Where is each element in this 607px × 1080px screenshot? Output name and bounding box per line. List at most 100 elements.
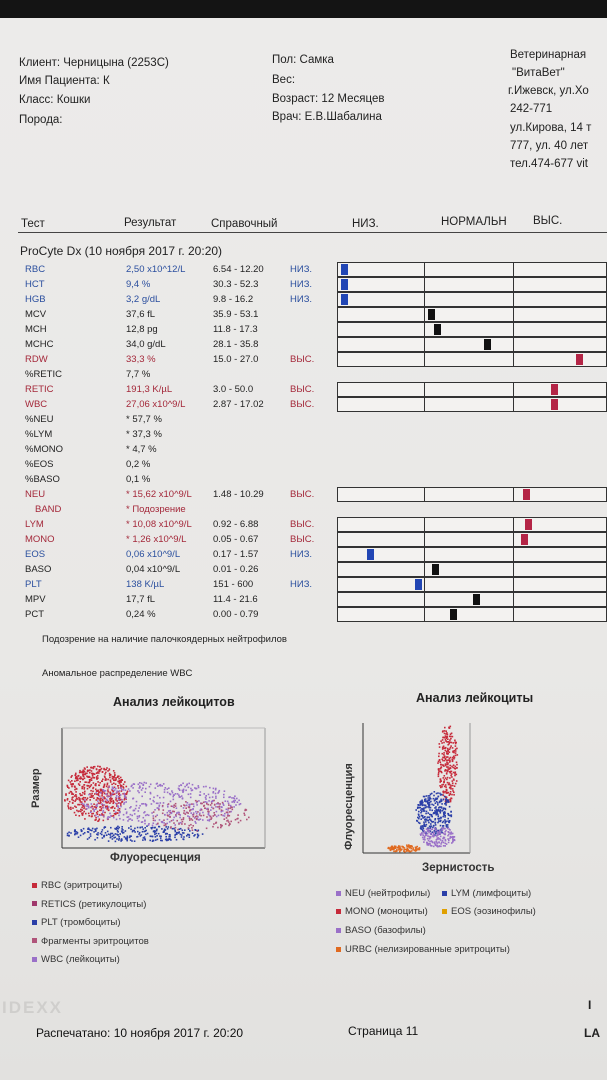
gauge-divider [424,488,425,501]
clinic-line-6: 777, ул. 40 лет [510,140,589,152]
gauge-divider [424,563,425,576]
gauge-marker [341,264,348,275]
test-result: 17,7 fL [126,594,156,605]
gauge-marker [551,399,558,410]
test-name: %EOS [25,459,54,470]
brand-mark-top: I [588,998,592,1012]
test-name: %LYM [25,429,53,440]
legend-item: WBC (лейкоциты) [32,954,120,965]
test-reference: 1.48 - 10.29 [213,489,264,500]
gauge-divider [513,518,514,531]
test-reference: 151 - 600 [213,579,254,590]
test-flag: ВЫС. [290,354,315,365]
range-gauge [337,307,607,322]
test-name: HCT [25,279,45,290]
gauge-marker [434,324,441,335]
test-name: MCH [25,324,47,335]
result-row: RBC 2,50 x10^12/L 6.54 - 12.20 НИЗ. [0,262,607,277]
test-reference: 28.1 - 35.8 [213,339,259,350]
clinic-line-5: ул.Кирова, 14 т [510,122,592,134]
legend-item: BASO (базофилы) [336,925,426,936]
gauge-divider [513,293,514,306]
test-reference: 0.92 - 6.88 [213,519,259,530]
gauge-divider [513,593,514,606]
legend-label: RETICS (ретикулоциты) [41,898,147,910]
clinic-line-2: "ВитаВет" [512,67,565,79]
gauge-divider [424,263,425,276]
brand-mark-bottom: LA [584,1026,600,1040]
result-row: %EOS 0,2 % [0,457,607,472]
printed-line: Распечатано: 10 ноября 2017 г. 20:20 [36,1026,243,1040]
printed-value: 10 ноября 2017 г. 20:20 [113,1026,244,1040]
range-gauge [337,592,607,607]
legend-item: PLT (тромбоциты) [32,917,121,928]
result-row: %NEU * 57,7 % [0,412,607,427]
gauge-divider [424,608,425,621]
gauge-marker [484,339,491,350]
test-name: EOS [25,549,46,560]
result-row: RDW 33,3 % 15.0 - 27.0 ВЫС. [0,352,607,367]
range-gauge [337,397,607,412]
test-flag: НИЗ. [290,294,313,305]
col-low: НИЗ. [352,218,379,230]
gauge-divider [424,548,425,561]
test-name: PCT [25,609,44,620]
gauge-marker [521,534,528,545]
legend-item: Фрагменты эритроцитов [32,936,149,947]
doctor-label: Врач: [272,111,302,123]
legend-item: URBC (нелизированные эритроциты) [336,944,510,955]
result-row: BASO 0,04 x10^9/L 0.01 - 0.26 [0,562,607,577]
class-line: Класс: Кошки [19,94,90,106]
test-result: * 37,3 % [126,429,162,440]
gauge-marker [551,384,558,395]
test-reference: 3.0 - 50.0 [213,384,254,395]
sex-line: Пол: Самка [272,54,334,66]
range-gauge [337,292,607,307]
range-gauge [337,322,607,337]
page-number: 11 [405,1024,419,1038]
test-name: BAND [35,504,62,515]
test-result: 12,8 pg [126,324,158,335]
test-result: 2,50 x10^12/L [126,264,186,275]
legend-swatch [32,901,37,907]
test-flag: ВЫС. [290,384,315,395]
gauge-divider [513,338,514,351]
gauge-divider [424,398,425,411]
doctor-line: Врач: Е.В.Шабалина [272,111,382,123]
test-result: 33,3 % [126,354,156,365]
range-gauge [337,607,607,622]
weight-label: Вес: [272,74,296,86]
legend-swatch [32,919,37,925]
range-gauge [337,262,607,277]
result-row: PCT 0,24 % 0.00 - 0.79 [0,607,607,622]
test-flag: ВЫС. [290,399,315,410]
legend-label: RBC (эритроциты) [41,880,123,891]
gauge-divider [424,353,425,366]
method-title: ProCyte Dx (10 ноября 2017 г. 20:20) [20,244,223,258]
range-gauge [337,337,607,352]
result-row: BAND * Подозрение [0,502,607,517]
gauge-marker [415,579,422,590]
result-row: MCH 12,8 pg 11.8 - 17.3 [0,322,607,337]
weight-line: Вес: [272,74,295,86]
gauge-divider [424,278,425,291]
result-row: LYM * 10,08 x10^9/L 0.92 - 6.88 ВЫС. [0,517,607,532]
gauge-divider [513,563,514,576]
test-name: WBC [25,399,48,410]
clinic-line-1: Ветеринарная [510,49,587,61]
test-reference: 30.3 - 52.3 [213,279,259,290]
legend-swatch [442,908,447,914]
col-test: Тест [21,218,45,230]
legend-item: NEU (нейтрофилы) [336,888,430,899]
gauge-divider [424,578,425,591]
legend-item: EOS (эозинофилы) [442,906,536,917]
range-gauge [337,547,607,562]
legend-label: URBC (нелизированные эритроциты) [345,944,510,955]
gauge-divider [424,593,425,606]
test-name: BASO [25,564,52,575]
gauge-divider [513,488,514,501]
test-name: %MONO [25,444,63,455]
test-result: * 15,62 x10^9/L [126,489,192,500]
plot2-xlabel: Зернистость [422,862,495,874]
legend-swatch [336,908,341,914]
